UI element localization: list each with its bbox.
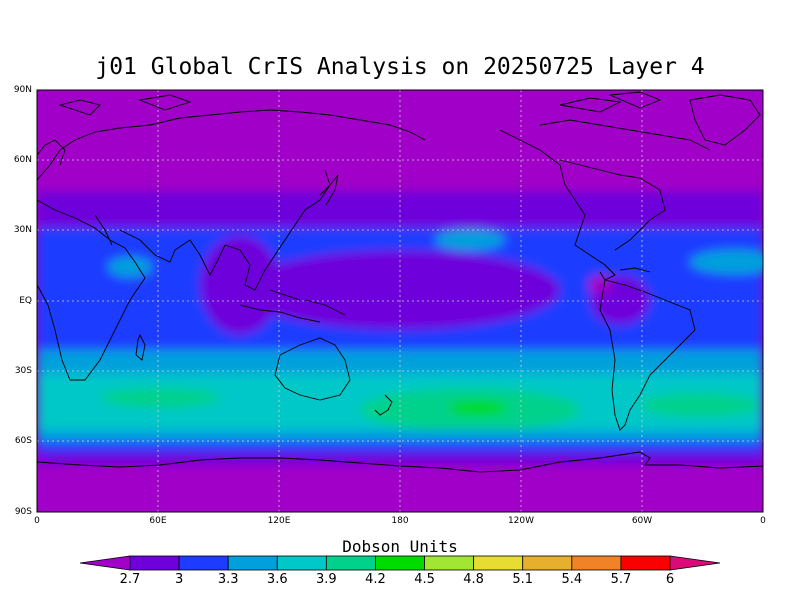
lon-label-0: 0 bbox=[34, 516, 40, 526]
colorbar-swatch bbox=[473, 555, 524, 571]
grid-lines bbox=[37, 90, 763, 512]
colorbar-under-triangle bbox=[79, 555, 131, 571]
colorbar-swatch bbox=[522, 555, 573, 571]
lon-label-60w: 60W bbox=[631, 516, 653, 526]
lat-label-30s: 30S bbox=[14, 366, 32, 376]
coastlines bbox=[37, 91, 763, 473]
colorbar-swatch bbox=[571, 555, 622, 571]
lon-label-0-east: 0 bbox=[760, 516, 766, 526]
colorbar-tick-label: 3.9 bbox=[316, 572, 337, 587]
lat-label-90n: 90N bbox=[13, 85, 32, 95]
lat-label-eq: EQ bbox=[19, 296, 32, 306]
lat-label-90s: 90S bbox=[14, 507, 32, 517]
lat-label-30n: 30N bbox=[13, 225, 32, 235]
colorbar-tick-label: 6 bbox=[665, 572, 675, 587]
lon-label-120e: 120E bbox=[267, 516, 291, 526]
colorbar-swatch bbox=[375, 555, 425, 571]
colorbar-swatch bbox=[178, 555, 229, 571]
colorbar-swatch bbox=[129, 555, 180, 571]
lon-label-120w: 120W bbox=[507, 516, 535, 526]
colorbar-tick-label: 5.1 bbox=[512, 572, 534, 587]
colorbar-swatch bbox=[620, 555, 671, 571]
map-title: j01 Global CrIS Analysis on 20250725 Lay… bbox=[95, 54, 705, 80]
colorbar-swatch bbox=[227, 555, 278, 571]
lon-label-180: 180 bbox=[391, 516, 409, 526]
colorbar bbox=[79, 555, 721, 571]
colorbar-tick-label: 3.6 bbox=[266, 572, 288, 587]
lat-label-60s: 60S bbox=[14, 436, 32, 446]
colorbar-swatch bbox=[325, 555, 376, 571]
colorbar-title: Dobson Units bbox=[342, 537, 458, 556]
colorbar-tick-label: 3.3 bbox=[217, 572, 239, 587]
colorbar-swatch bbox=[276, 555, 327, 571]
colorbar-tick-label: 5.4 bbox=[561, 572, 583, 587]
map-frame bbox=[36, 89, 764, 513]
lon-label-60e: 60E bbox=[149, 516, 167, 526]
colorbar-tick-label: 2.7 bbox=[119, 572, 141, 587]
colorbar-swatch bbox=[424, 555, 475, 571]
colorbar-tick-label: 3 bbox=[174, 572, 184, 587]
colorbar-tick-label: 4.5 bbox=[414, 572, 435, 587]
colorbar-tick-label: 4.8 bbox=[463, 572, 484, 587]
colorbar-over-triangle bbox=[669, 555, 721, 571]
colorbar-tick-label: 5.7 bbox=[610, 572, 632, 587]
lat-label-60n: 60N bbox=[13, 155, 32, 165]
colorbar-tick-label: 4.2 bbox=[365, 572, 386, 587]
field-contours bbox=[37, 192, 763, 464]
